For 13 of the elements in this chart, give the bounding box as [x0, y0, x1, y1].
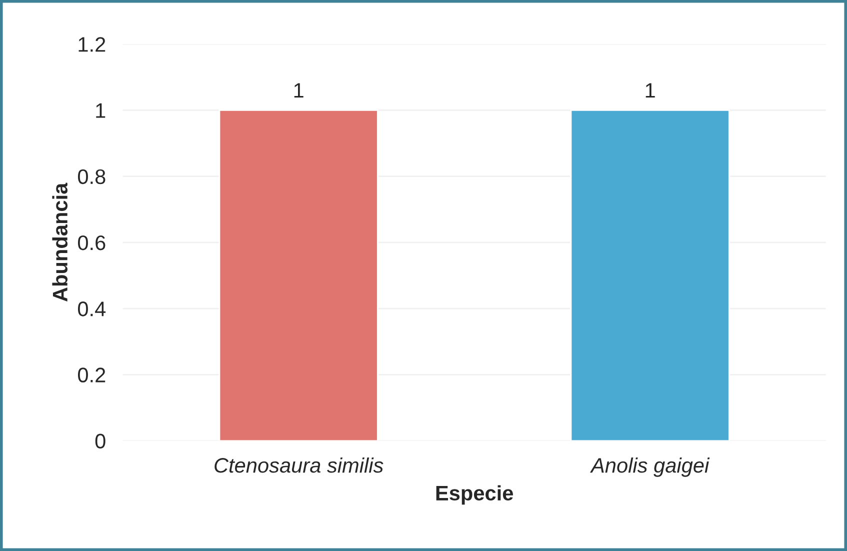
- y-tick-label: 0.2: [78, 368, 106, 382]
- x-tick-label: Ctenosaura similis: [214, 457, 384, 473]
- y-tick-label: 1.2: [78, 37, 106, 52]
- y-tick-label: 0.6: [78, 235, 106, 250]
- y-tick-label: 0: [95, 434, 106, 449]
- data-label: 1: [646, 83, 655, 98]
- y-axis-title: Abundancia: [52, 182, 68, 302]
- data-label: 1: [294, 83, 304, 98]
- y-tick-label: 1: [96, 103, 106, 118]
- x-axis-title: Especie: [436, 485, 513, 505]
- x-tick-label: Anolis gaigei: [590, 457, 710, 477]
- y-tick-label: 0.4: [78, 302, 106, 316]
- y-tick-label: 0.8: [78, 169, 106, 184]
